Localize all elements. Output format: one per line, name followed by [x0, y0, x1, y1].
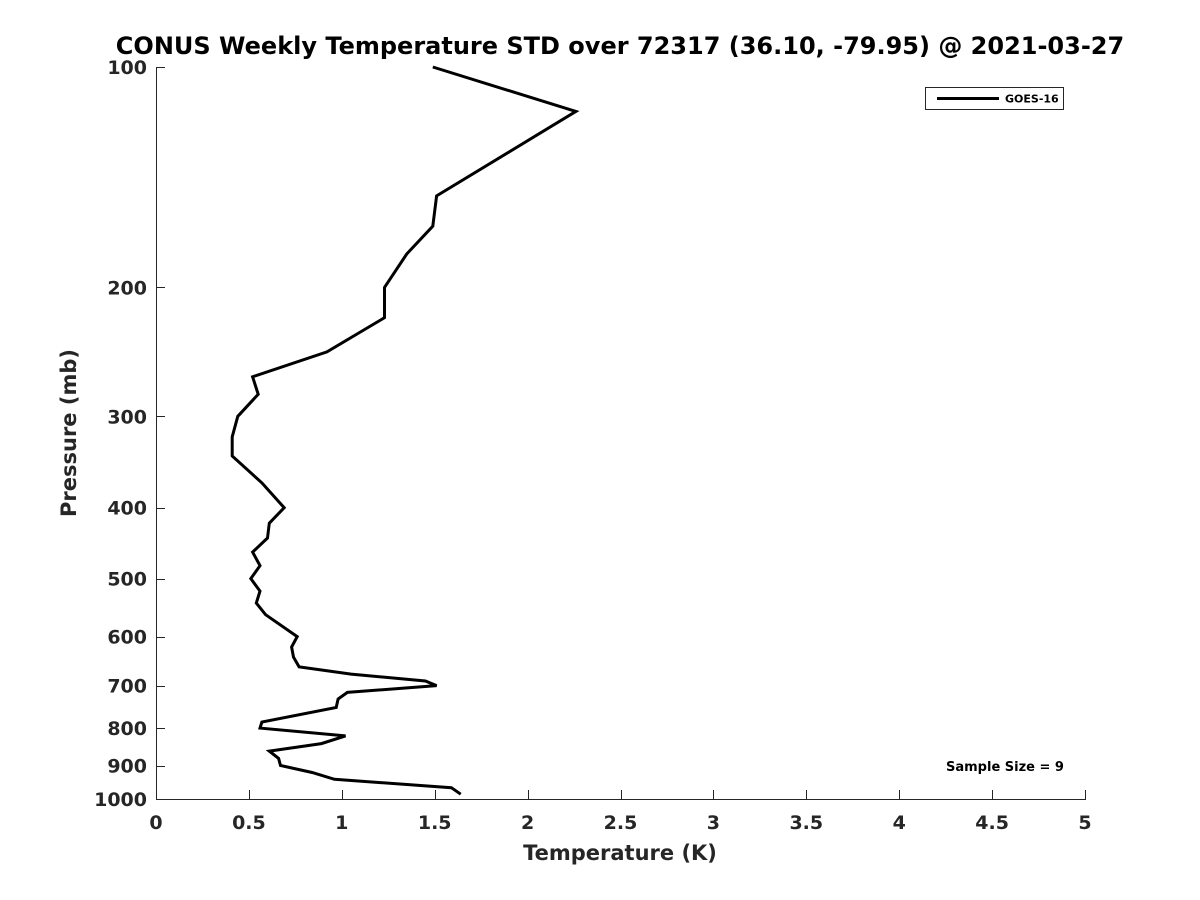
y-tick-label: 400 [107, 498, 147, 520]
x-tick-label: 2.5 [604, 812, 638, 834]
sample-size-annotation: Sample Size = 9 [946, 760, 1064, 775]
x-tick-label: 1.5 [418, 812, 452, 834]
axes [156, 67, 1086, 800]
series-layer [230, 65, 580, 796]
legend: GOES-16 [925, 87, 1064, 110]
y-tick-label: 800 [107, 718, 147, 740]
x-tick-label: 0 [149, 812, 162, 834]
x-tick-label: 0.5 [232, 812, 266, 834]
x-ticks: 0 0.5 1 1.5 2 2.5 3 3.5 4 4.5 5 [149, 790, 1092, 834]
y-tick-label: 500 [107, 569, 147, 591]
x-tick-label: 4.5 [975, 812, 1009, 834]
x-tick-label: 1 [335, 812, 348, 834]
y-axis-label: Pressure (mb) [57, 349, 81, 517]
x-tick-label: 2 [521, 812, 534, 834]
x-tick-label: 5 [1078, 812, 1091, 834]
x-axis-label: Temperature (K) [523, 841, 717, 865]
legend-series-label: GOES-16 [1005, 93, 1059, 106]
y-tick-label: 100 [107, 57, 147, 79]
chart-title: CONUS Weekly Temperature STD over 72317 … [116, 32, 1124, 60]
x-tick-label: 3.5 [789, 812, 823, 834]
y-ticks: 100 200 300 400 500 600 700 800 900 1000 [94, 57, 165, 811]
y-tick-label: 300 [107, 406, 147, 428]
series-line-goes-16 [230, 65, 580, 796]
y-tick-label: 600 [107, 627, 147, 649]
y-tick-label: 200 [107, 277, 147, 299]
x-tick-label: 4 [893, 812, 906, 834]
x-tick-label: 3 [707, 812, 720, 834]
y-tick-label: 900 [107, 756, 147, 778]
y-tick-label: 1000 [94, 789, 147, 811]
y-tick-label: 700 [107, 676, 147, 698]
